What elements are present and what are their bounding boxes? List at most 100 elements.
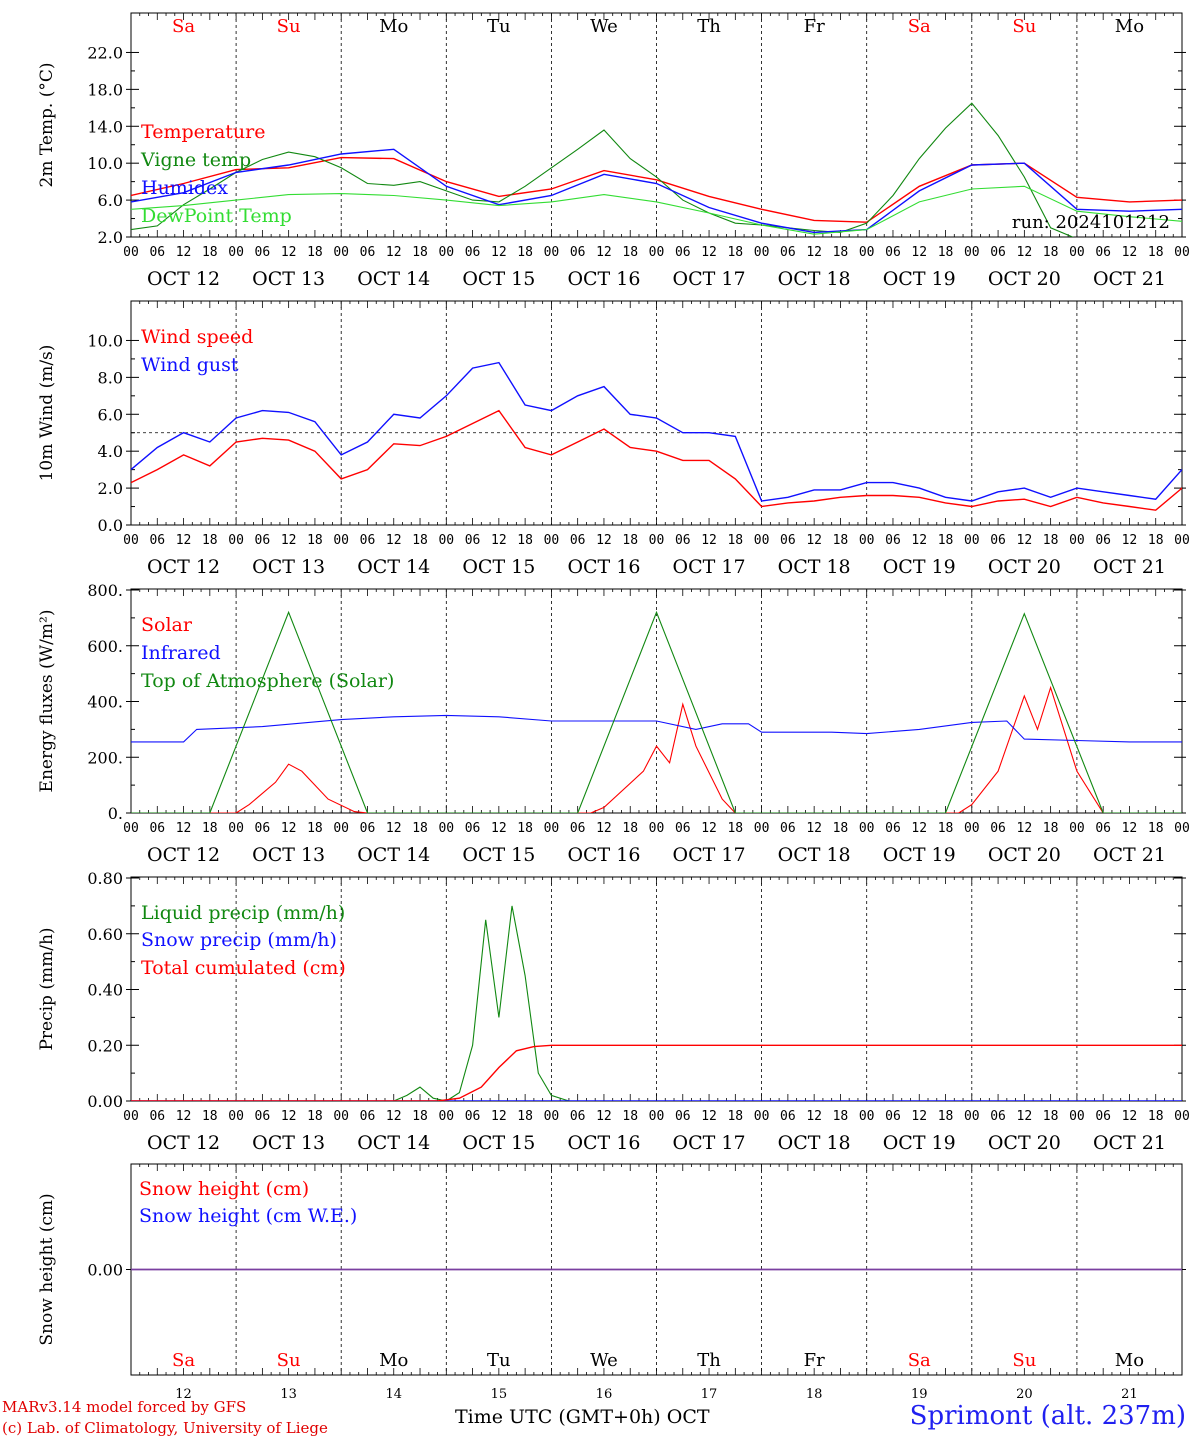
legend-infrared: Infrared [141,642,221,664]
hour-tick-label: 12 [1122,1109,1138,1124]
hour-tick-label: 06 [570,821,586,836]
hour-tick-label: 06 [1095,821,1111,836]
hour-tick-label: 06 [255,533,271,548]
hour-tick-label: 00 [228,245,244,260]
date-label: OCT 21 [1093,1132,1166,1154]
legend-humidex: Humidex [141,177,228,199]
date-label: OCT 21 [1093,844,1166,866]
y-tick-label: 4.0 [98,442,123,461]
hour-tick-label: 00 [1174,245,1190,260]
hour-tick-label: 12 [596,245,612,260]
hour-tick-label: 00 [228,1109,244,1124]
hour-tick-label: 18 [727,1109,743,1124]
hour-tick-label: 06 [1095,245,1111,260]
hour-tick-label: 18 [412,1109,428,1124]
date-label: OCT 17 [673,268,746,290]
date-label: OCT 16 [567,1132,640,1154]
hour-tick-label: 06 [675,533,691,548]
hour-tick-label: 18 [1043,533,1059,548]
hour-tick-label: 12 [386,1109,402,1124]
hour-tick-label: 00 [964,533,980,548]
series-humidex [131,148,1182,234]
hour-tick-label: 12 [806,533,822,548]
date-label: OCT 12 [147,556,220,578]
hour-tick-label: 18 [1043,245,1059,260]
hour-tick-label: 00 [1069,821,1085,836]
series-temperature [131,156,1182,223]
date-label: OCT 18 [778,1132,851,1154]
hour-tick-label: 00 [544,1109,560,1124]
hour-tick-label: 12 [386,245,402,260]
hour-tick-label: 00 [333,533,349,548]
y-tick-label: 400. [87,693,123,712]
day-number-label: 16 [596,1387,613,1402]
date-label: OCT 19 [883,556,956,578]
hour-tick-label: 12 [911,821,927,836]
legend-liquid-precip-mm-h: Liquid precip (mm/h) [141,902,345,924]
legend-solar: Solar [141,614,193,636]
date-label: OCT 13 [252,844,325,866]
date-label: OCT 15 [462,268,535,290]
hour-tick-label: 06 [990,533,1006,548]
hour-tick-label: 06 [885,1109,901,1124]
day-name: Mo [379,16,408,37]
y-tick-label: 2.0 [98,479,123,498]
date-label: OCT 12 [147,844,220,866]
day-name: Tu [487,16,511,37]
hour-tick-label: 00 [754,245,770,260]
date-label: OCT 17 [673,1132,746,1154]
hour-tick-label: 12 [281,245,297,260]
y-tick-label: 0.80 [87,869,123,888]
hour-tick-label: 12 [491,1109,507,1124]
legend-temperature: Temperature [141,121,265,143]
day-number-label: 19 [911,1387,928,1402]
day-number-label: 21 [1121,1387,1138,1402]
y-axis-label: 2m Temp. (°C) [37,62,57,187]
hour-tick-label: 12 [596,821,612,836]
hour-tick-label: 00 [964,821,980,836]
hour-tick-label: 00 [333,821,349,836]
month-label: OCT [666,1406,710,1428]
hour-tick-label: 12 [281,1109,297,1124]
legend-snow-height-cm-w-e: Snow height (cm W.E.) [139,1205,357,1227]
hour-tick-label: 00 [754,1109,770,1124]
hour-tick-label: 12 [1017,533,1033,548]
date-label: OCT 18 [778,844,851,866]
y-tick-label: 10.0 [87,331,123,350]
hour-tick-label: 18 [1148,821,1164,836]
hour-tick-label: 18 [833,1109,849,1124]
y-tick-label: 6.0 [98,405,123,424]
hour-tick-label: 18 [412,245,428,260]
day-number-label: 14 [385,1387,402,1402]
hour-tick-label: 18 [307,1109,323,1124]
hour-tick-label: 06 [570,533,586,548]
hour-tick-label: 06 [1095,533,1111,548]
model-credit: MARv3.14 model forced by GFS [2,1398,247,1416]
hour-tick-label: 06 [990,821,1006,836]
hour-tick-label: 12 [806,1109,822,1124]
copyright-credit: (c) Lab. of Climatology, University of L… [2,1419,328,1437]
station-name: Sprimont (alt. 237m) [909,1401,1186,1431]
hour-tick-label: 00 [964,1109,980,1124]
hour-tick-label: 06 [885,245,901,260]
hour-tick-label: 12 [806,821,822,836]
hour-tick-label: 00 [123,821,139,836]
hour-tick-label: 12 [176,821,192,836]
date-label: OCT 13 [252,268,325,290]
date-label: OCT 15 [462,1132,535,1154]
legend-wind-speed: Wind speed [141,326,253,348]
hour-tick-label: 18 [412,821,428,836]
hour-tick-label: 00 [754,821,770,836]
series-liquid-precip-mm-h [131,905,1182,1101]
hour-tick-label: 18 [938,821,954,836]
date-label: OCT 14 [357,844,430,866]
y-tick-label: 2.0 [98,228,123,247]
series-infrared [131,714,1182,743]
date-label: OCT 14 [357,268,430,290]
hour-tick-label: 00 [1174,821,1190,836]
hour-tick-label: 12 [596,533,612,548]
hour-tick-label: 06 [360,245,376,260]
y-axis-label: Precip (mm/h) [37,927,57,1050]
hour-tick-label: 00 [1069,533,1085,548]
hour-tick-label: 00 [333,1109,349,1124]
